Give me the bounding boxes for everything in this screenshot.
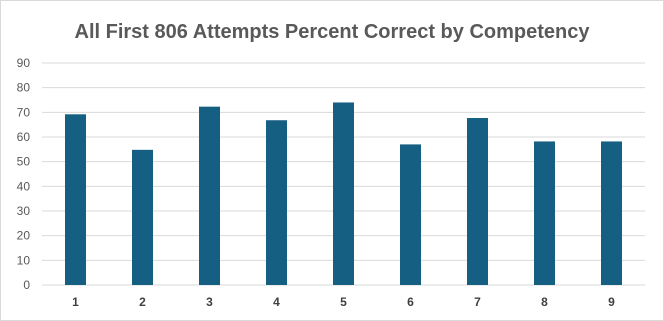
chart-title: All First 806 Attempts Percent Correct b… (75, 21, 591, 43)
x-tick-label: 6 (407, 295, 414, 309)
x-tick-label: 2 (139, 295, 146, 309)
bar-competency-2 (132, 149, 153, 285)
x-axis-ticks: 1 2 3 4 5 6 7 8 9 (72, 295, 615, 309)
bar-competency-6 (400, 144, 421, 285)
bar-competency-8 (534, 141, 555, 285)
y-tick-label: 20 (17, 229, 31, 243)
x-tick-label: 8 (541, 295, 548, 309)
y-tick-label: 10 (17, 253, 31, 267)
x-tick-label: 9 (608, 295, 615, 309)
y-tick-label: 90 (17, 56, 31, 70)
x-tick-label: 5 (340, 295, 347, 309)
y-axis-ticks: 0 10 20 30 40 50 60 70 80 90 (17, 56, 31, 292)
y-tick-label: 0 (23, 278, 30, 292)
y-tick-label: 30 (17, 204, 31, 218)
y-tick-label: 70 (17, 105, 31, 119)
y-tick-label: 40 (17, 179, 31, 193)
x-tick-label: 1 (72, 295, 79, 309)
y-tick-label: 50 (17, 155, 31, 169)
bar-competency-7 (467, 118, 488, 285)
x-tick-label: 7 (474, 295, 481, 309)
bar-competency-1 (65, 114, 86, 285)
x-tick-label: 4 (273, 295, 280, 309)
x-tick-label: 3 (206, 295, 213, 309)
bars (65, 102, 622, 285)
y-tick-label: 60 (17, 130, 31, 144)
bar-competency-5 (333, 102, 354, 285)
bar-competency-3 (199, 106, 220, 285)
bar-competency-9 (601, 141, 622, 285)
y-tick-label: 80 (17, 81, 31, 95)
bar-competency-4 (266, 120, 287, 285)
